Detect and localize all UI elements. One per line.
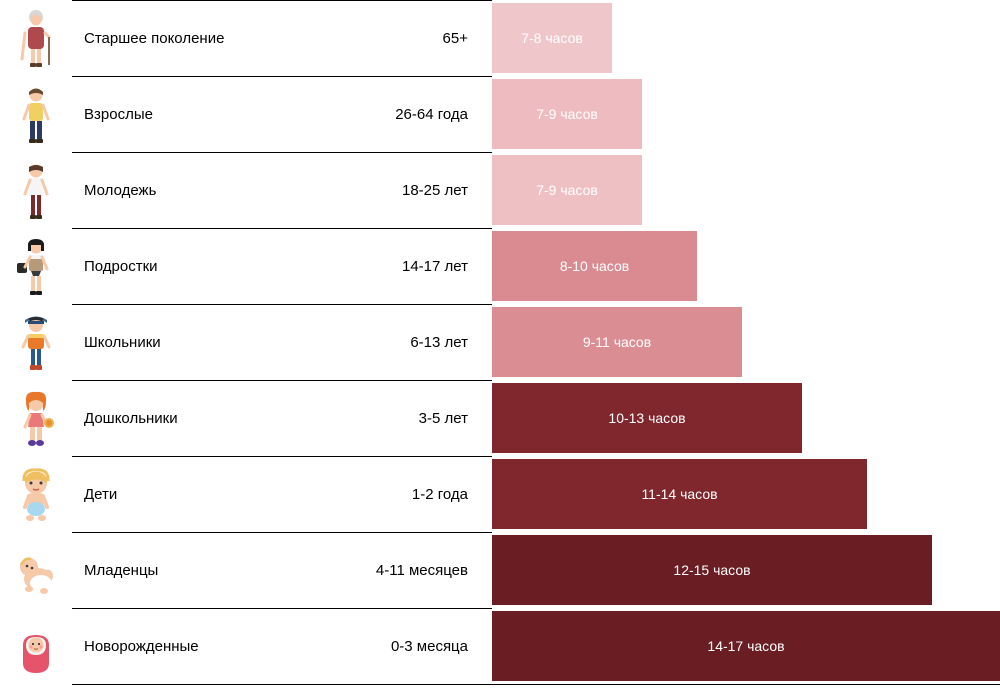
- bar-wrap: 9-11 часов: [492, 304, 742, 380]
- age-label: 0-3 месяца: [284, 638, 492, 655]
- group-label: Дошкольники: [84, 410, 284, 427]
- hours-bar: 7-8 часов: [492, 3, 612, 73]
- group-label: Старшее поколение: [84, 30, 284, 47]
- group-label: Подростки: [84, 258, 284, 275]
- bar-wrap: 11-14 часов: [492, 456, 867, 532]
- group-label: Взрослые: [84, 106, 284, 123]
- hours-bar: 8-10 часов: [492, 231, 697, 301]
- label-area: Молодежь18-25 лет: [72, 152, 492, 228]
- group-label: Новорожденные: [84, 638, 284, 655]
- bottom-divider: [72, 684, 1000, 685]
- group-label: Школьники: [84, 334, 284, 351]
- label-area: Младенцы4-11 месяцев: [72, 532, 492, 608]
- bar-wrap: 7-9 часов: [492, 76, 642, 152]
- group-label: Дети: [84, 486, 284, 503]
- hours-bar: 11-14 часов: [492, 459, 867, 529]
- label-area: Подростки14-17 лет: [72, 228, 492, 304]
- hours-bar: 14-17 часов: [492, 611, 1000, 681]
- schoolchild-icon: [0, 311, 72, 373]
- age-label: 6-13 лет: [284, 334, 492, 351]
- bar-wrap: 7-9 часов: [492, 152, 642, 228]
- chart-row: Дети1-2 года11-14 часов: [0, 456, 1000, 532]
- young-adult-icon: [0, 159, 72, 221]
- age-label: 4-11 месяцев: [284, 562, 492, 579]
- group-label: Молодежь: [84, 182, 284, 199]
- infant-icon: [0, 539, 72, 601]
- label-area: Старшее поколение65+: [72, 0, 492, 76]
- hours-bar: 10-13 часов: [492, 383, 802, 453]
- teen-icon: [0, 235, 72, 297]
- chart-row: Младенцы4-11 месяцев12-15 часов: [0, 532, 1000, 608]
- age-label: 14-17 лет: [284, 258, 492, 275]
- chart-row: Подростки14-17 лет8-10 часов: [0, 228, 1000, 304]
- bar-wrap: 10-13 часов: [492, 380, 802, 456]
- bar-wrap: 7-8 часов: [492, 0, 612, 76]
- label-area: Школьники6-13 лет: [72, 304, 492, 380]
- hours-bar: 12-15 часов: [492, 535, 932, 605]
- sleep-duration-chart: Старшее поколение65+7-8 часовВзрослые26-…: [0, 0, 1000, 684]
- age-label: 26-64 года: [284, 106, 492, 123]
- group-label: Младенцы: [84, 562, 284, 579]
- chart-row: Дошкольники3-5 лет10-13 часов: [0, 380, 1000, 456]
- bar-wrap: 8-10 часов: [492, 228, 697, 304]
- age-label: 1-2 года: [284, 486, 492, 503]
- preschooler-icon: [0, 387, 72, 449]
- adult-icon: [0, 83, 72, 145]
- label-area: Взрослые26-64 года: [72, 76, 492, 152]
- age-label: 3-5 лет: [284, 410, 492, 427]
- hours-bar: 9-11 часов: [492, 307, 742, 377]
- chart-row: Старшее поколение65+7-8 часов: [0, 0, 1000, 76]
- label-area: Дошкольники3-5 лет: [72, 380, 492, 456]
- age-label: 65+: [284, 30, 492, 47]
- chart-row: Школьники6-13 лет9-11 часов: [0, 304, 1000, 380]
- chart-row: Новорожденные0-3 месяца14-17 часов: [0, 608, 1000, 684]
- chart-row: Молодежь18-25 лет7-9 часов: [0, 152, 1000, 228]
- age-label: 18-25 лет: [284, 182, 492, 199]
- hours-bar: 7-9 часов: [492, 155, 642, 225]
- newborn-icon: [0, 615, 72, 677]
- chart-row: Взрослые26-64 года7-9 часов: [0, 76, 1000, 152]
- toddler-icon: [0, 463, 72, 525]
- label-area: Новорожденные0-3 месяца: [72, 608, 492, 684]
- elderly-icon: [0, 7, 72, 69]
- bar-wrap: 12-15 часов: [492, 532, 932, 608]
- hours-bar: 7-9 часов: [492, 79, 642, 149]
- label-area: Дети1-2 года: [72, 456, 492, 532]
- bar-wrap: 14-17 часов: [492, 608, 1000, 684]
